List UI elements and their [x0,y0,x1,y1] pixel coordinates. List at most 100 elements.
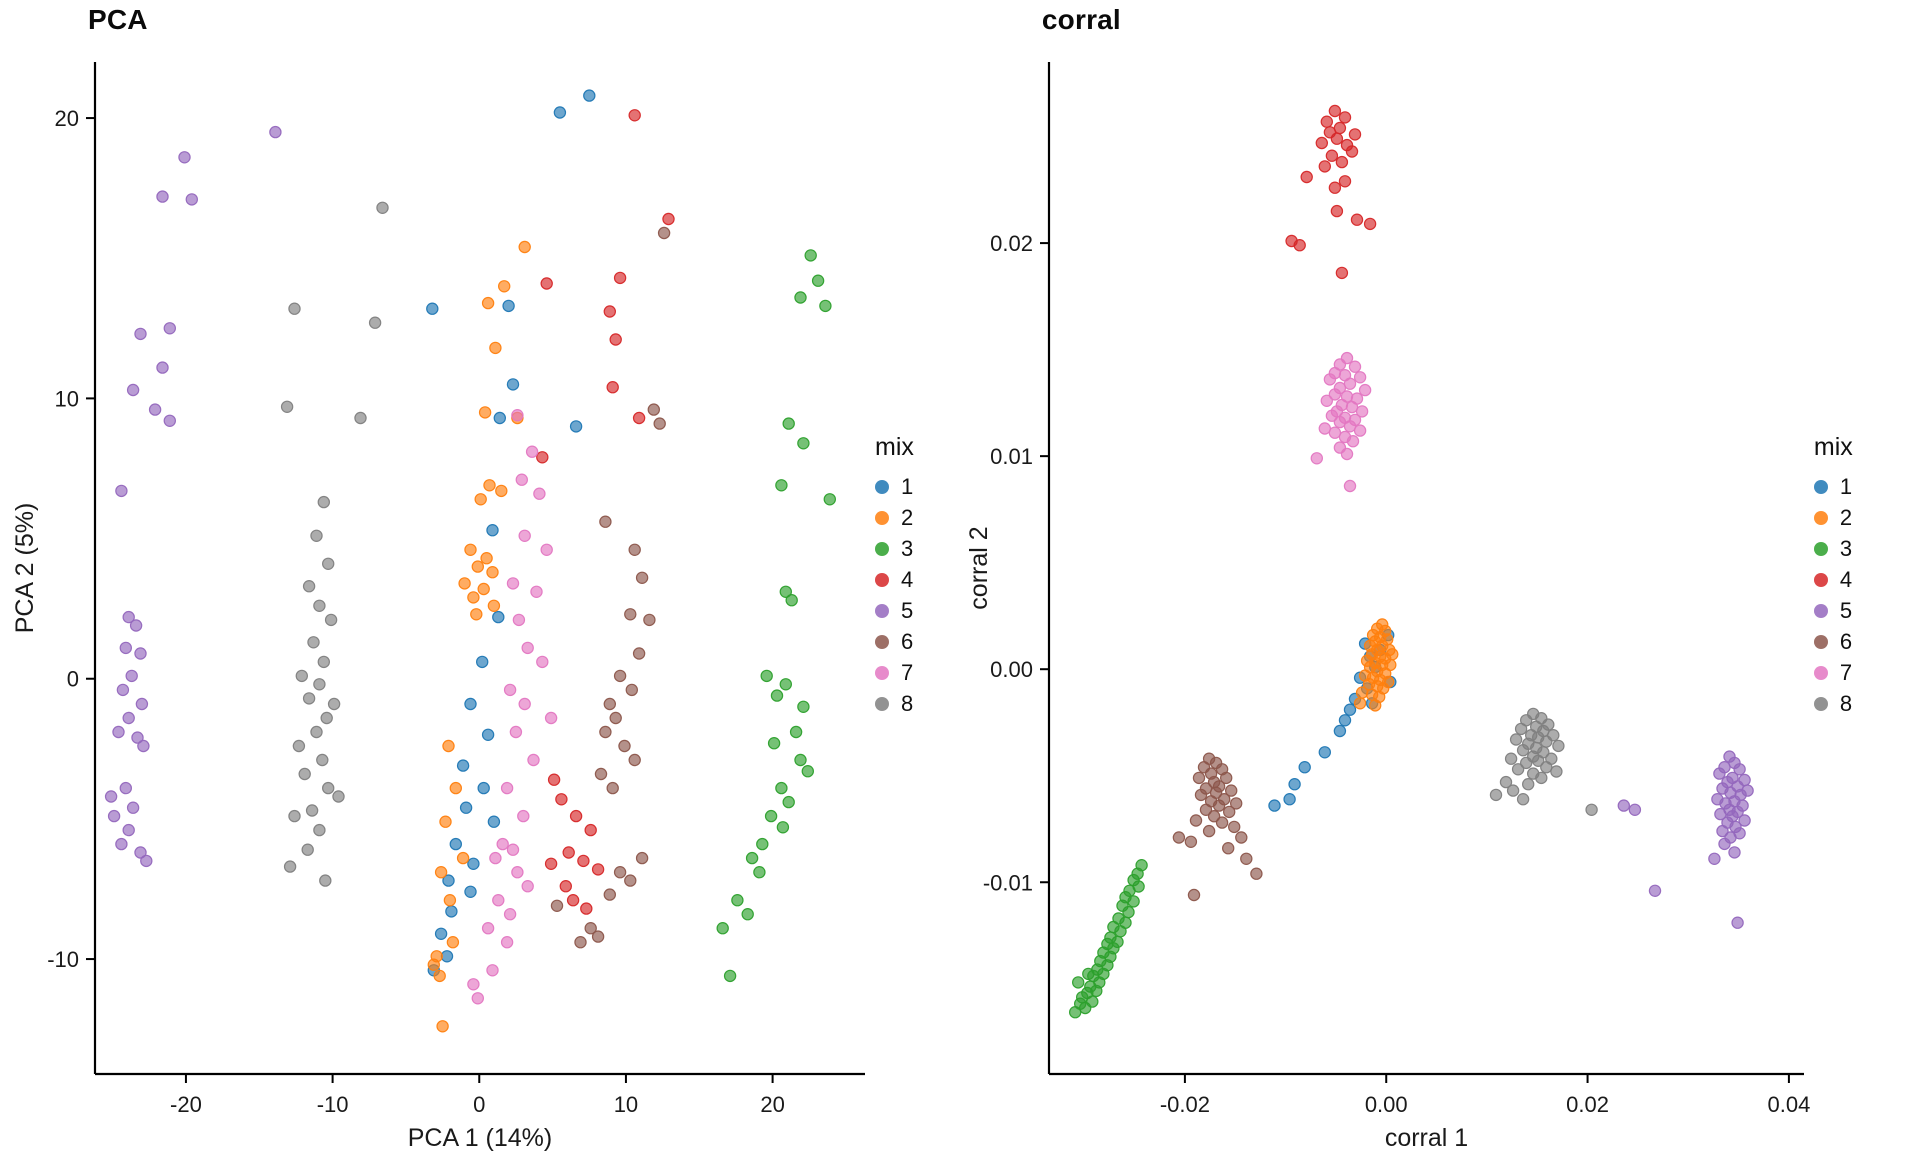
data-point [503,908,517,921]
data-point [302,580,316,593]
data-point [495,484,508,498]
data-point [1219,771,1233,785]
data-point [562,846,575,859]
data-point [327,697,341,711]
legend-item-8: 8 [1813,689,1852,720]
legend-label: 4 [1839,567,1853,592]
data-point [606,781,619,795]
data-point [119,781,133,795]
data-point [1212,799,1226,812]
data-point [442,739,455,753]
data-point [618,739,631,753]
data-point [804,249,817,262]
data-point [1521,778,1535,791]
data-point [1516,744,1530,757]
data-point [137,739,150,753]
data-point [445,905,458,918]
data-point [1348,360,1362,373]
legend-label: 6 [901,629,914,654]
data-point [368,316,382,329]
data-point [1239,852,1253,866]
data-point [295,669,308,683]
corral-panel: corral -0.02 0.00 0.02 0.04 -0.01 0.00 0.01 0.0… [914,0,1853,1152]
data-point [442,874,455,887]
data-point [811,274,825,287]
data-point [1345,400,1359,414]
data-point [716,922,729,935]
data-point [148,403,162,416]
data-point [492,610,505,624]
data-point [1283,793,1296,806]
data-point [794,753,807,767]
data-point [500,781,514,795]
data-point [456,759,470,772]
data-point [480,552,493,565]
data-point [316,753,329,767]
data-point [1335,266,1348,280]
data-point [332,790,345,803]
data-point [603,888,617,901]
data-point [536,655,549,669]
data-point [1514,722,1528,736]
data-point [134,327,147,341]
data-point [1353,697,1367,710]
data-point [521,880,534,893]
data-point [1221,842,1235,855]
data-point [1293,238,1306,252]
data-point [550,899,564,913]
data-point [135,697,149,711]
data-point [1325,149,1338,162]
data-point [280,400,294,413]
series-2 [427,240,531,1033]
data-point [1202,824,1216,838]
data-point [789,725,803,739]
data-point [269,125,282,139]
data-point [456,851,470,865]
legend-label: 8 [901,691,914,716]
data-point [1288,778,1301,791]
data-point [1509,733,1523,746]
data-point [500,936,514,949]
data-point [1184,835,1197,849]
data-point [1539,761,1553,774]
legend-key-dot [1813,635,1828,649]
data-point [775,479,788,492]
legend-label: 4 [901,567,914,592]
data-point [1343,377,1357,390]
data-point [305,804,319,817]
data-point [1325,409,1338,422]
data-point [1328,426,1341,439]
data-point [134,647,147,660]
legend-item-6: 6 [875,627,913,658]
data-point [515,473,529,486]
data-point [298,767,311,781]
data-point [594,767,608,781]
legend-key-dot [875,511,889,525]
series-3 [716,249,837,983]
data-point [1187,888,1201,902]
data-point [446,936,460,949]
data-point [518,240,531,254]
data-point [122,823,135,837]
data-point [302,692,316,705]
data-point [544,711,558,725]
pca-chart-svg: -20 -10 0 10 20 -10 0 10 20 PCA 1 (14%) PCA 2 (5%) [11,62,865,1152]
legend-key-dot [1813,480,1828,494]
data-point [643,613,656,627]
data-point [1081,967,1095,981]
data-point [544,857,558,871]
data-point [496,837,509,851]
data-point [731,894,744,907]
data-point [1539,735,1553,748]
data-point [487,599,501,613]
y-tick-label: 0.00 [990,657,1033,682]
data-point [797,437,810,450]
data-point [486,964,499,977]
y-axis-label: PCA 2 (5%) [11,503,39,634]
legend-key-dot [875,480,889,494]
data-point [569,809,583,823]
data-point [1114,925,1127,938]
data-point [486,566,499,579]
data-point [1338,714,1352,727]
data-point [506,843,520,856]
